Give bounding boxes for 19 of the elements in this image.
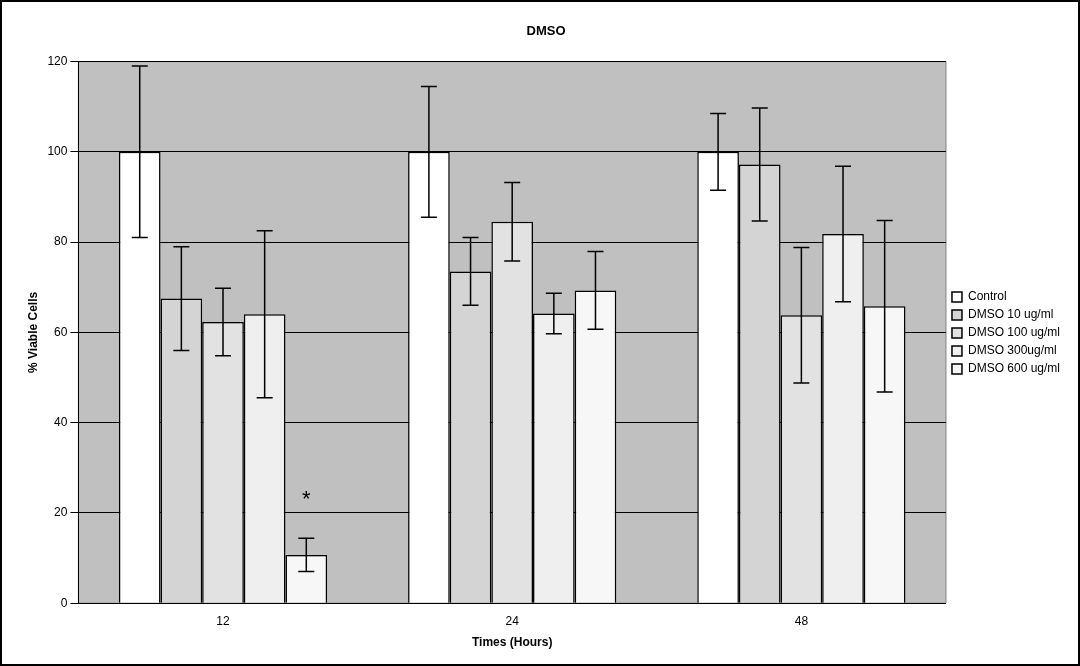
legend-label: DMSO 100 ug/ml [967,325,1061,340]
x-tick-label: 24 [505,613,520,628]
chart-title: DMSO [526,23,566,39]
y-tick-label: 100 [47,144,68,159]
legend-label: DMSO 300ug/ml [967,343,1057,358]
x-axis-title: Times (Hours) [471,635,553,650]
legend-label: DMSO 600 ug/ml [967,361,1061,376]
y-tick-label: 20 [54,505,68,520]
y-tick-label: 80 [54,234,68,249]
x-tick-label: 48 [794,613,809,628]
x-tick-label: 12 [216,613,231,628]
y-tick-label: 60 [54,324,68,339]
y-tick-label: 40 [54,414,68,429]
y-tick-label: 0 [60,595,68,610]
annotation: * [302,485,312,511]
y-tick-label: 120 [47,53,68,68]
legend-label: Control [967,289,1007,304]
legend-label: DMSO 10 ug/ml [967,307,1054,322]
y-axis-title: % Viable Cells [25,291,40,373]
